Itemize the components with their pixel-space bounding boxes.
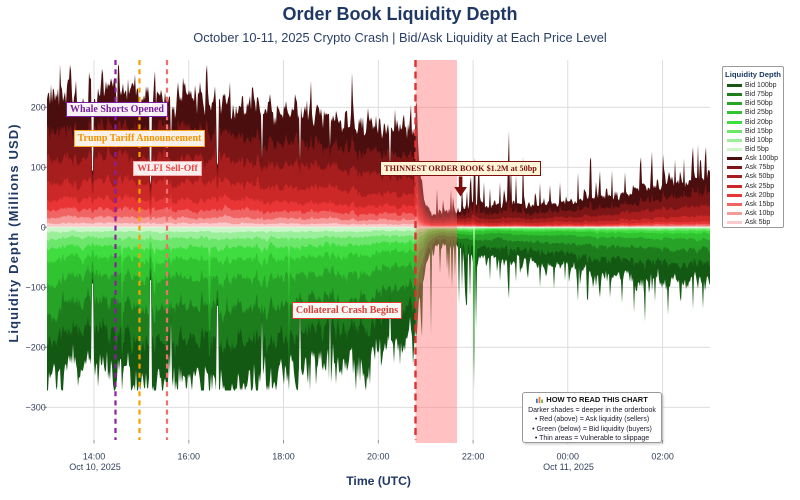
svg-text:14:00: 14:00 (83, 452, 106, 462)
svg-text:Oct 11, 2025: Oct 11, 2025 (543, 462, 594, 472)
svg-text:00:00: 00:00 (557, 452, 580, 462)
svg-text:−300: −300 (26, 403, 46, 413)
svg-text:100: 100 (31, 163, 46, 173)
svg-text:16:00: 16:00 (178, 452, 201, 462)
svg-text:22:00: 22:00 (462, 452, 485, 462)
svg-text:−200: −200 (26, 343, 46, 353)
svg-text:02:00: 02:00 (651, 452, 674, 462)
svg-text:Oct 10, 2025: Oct 10, 2025 (69, 462, 121, 472)
svg-text:200: 200 (31, 103, 46, 113)
svg-text:18:00: 18:00 (272, 452, 295, 462)
svg-text:−100: −100 (26, 283, 46, 293)
svg-text:0: 0 (41, 223, 46, 233)
svg-text:20:00: 20:00 (367, 452, 390, 462)
